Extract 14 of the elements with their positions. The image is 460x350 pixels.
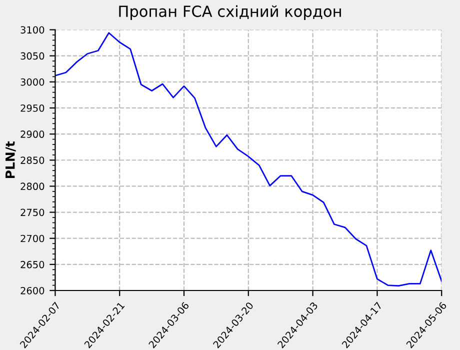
y-tick-label: 2750 <box>20 208 44 216</box>
y-tick-label: 2800 <box>20 182 44 190</box>
y-tick-label: 2650 <box>20 260 44 268</box>
chart-title: Пропан FCA східний кордон <box>119 5 341 20</box>
y-tick-label: 3050 <box>20 52 44 60</box>
y-tick-label: 2900 <box>20 130 44 138</box>
y-tick-label: 3000 <box>20 78 44 86</box>
y-tick-label: 2600 <box>20 286 44 294</box>
y-tick-label: 3100 <box>20 26 44 34</box>
line-series <box>55 32 442 286</box>
y-tick-label: 2700 <box>20 234 44 242</box>
y-tick-label: 2950 <box>20 104 44 112</box>
y-axis-title: PLN/t <box>6 141 16 178</box>
y-tick-label: 2850 <box>20 156 44 164</box>
